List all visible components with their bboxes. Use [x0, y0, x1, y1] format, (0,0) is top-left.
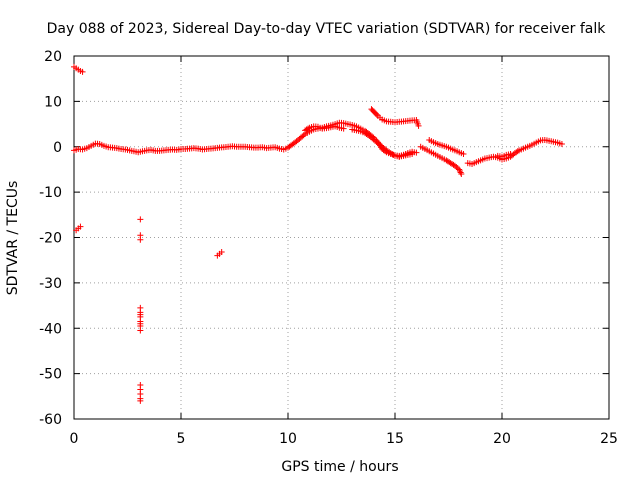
- y-tick-label: -10: [39, 185, 62, 201]
- series-segment: [214, 249, 225, 259]
- x-tick-label: 10: [279, 431, 297, 447]
- data-point: [137, 311, 144, 318]
- data-point: [558, 141, 565, 148]
- x-tick-label: 25: [600, 431, 618, 447]
- y-tick-label: -20: [39, 231, 62, 247]
- y-tick-label: 20: [44, 49, 62, 65]
- y-tick-label: -60: [39, 412, 62, 428]
- series-segment: [71, 63, 86, 75]
- data-point: [458, 170, 465, 177]
- data-point: [137, 320, 144, 327]
- data-point: [77, 223, 84, 230]
- grid: [74, 56, 609, 419]
- data-point: [137, 397, 144, 404]
- data-point: [415, 122, 422, 129]
- series-segment: [494, 151, 514, 160]
- data-point: [340, 125, 347, 132]
- x-tick-label: 5: [177, 431, 186, 447]
- series-segment: [396, 148, 420, 160]
- series-segment: [302, 123, 347, 134]
- x-axis-label: GPS time / hours: [281, 459, 398, 475]
- chart-title: Day 088 of 2023, Sidereal Day-to-day VTE…: [47, 21, 607, 37]
- y-axis: -60 -50 -40 -30 -20 -10 0 10 20: [39, 49, 609, 428]
- data-point: [413, 149, 420, 156]
- y-tick-label: -40: [39, 321, 62, 337]
- series-segment: [368, 106, 422, 129]
- data-point: [514, 148, 521, 155]
- x-tick-label: 0: [70, 431, 79, 447]
- y-tick-label: -30: [39, 276, 62, 292]
- data-point: [137, 236, 144, 243]
- y-tick-label: -50: [39, 367, 62, 383]
- data-point: [373, 111, 380, 118]
- data-point: [390, 151, 397, 158]
- data-points: [71, 63, 565, 404]
- y-tick-label: 0: [53, 140, 62, 156]
- series-segment: [71, 119, 416, 159]
- data-point: [218, 249, 225, 256]
- series-segment: [417, 143, 465, 177]
- y-axis-label: SDTVAR / TECUs: [5, 181, 21, 296]
- series-segment: [73, 223, 84, 234]
- data-point: [304, 125, 311, 132]
- x-tick-label: 15: [386, 431, 404, 447]
- x-axis: 0 5 10 15 20 25: [70, 56, 618, 447]
- series-segment: [137, 216, 144, 404]
- data-point: [460, 151, 467, 158]
- data-point: [137, 327, 144, 334]
- series-segment: [426, 136, 467, 158]
- data-point: [507, 151, 514, 158]
- x-tick-label: 20: [493, 431, 511, 447]
- y-tick-label: 10: [44, 94, 62, 110]
- data-point: [79, 68, 86, 75]
- data-point: [137, 216, 144, 223]
- data-point: [300, 132, 307, 139]
- data-point: [457, 169, 464, 176]
- series-segment: [464, 136, 565, 167]
